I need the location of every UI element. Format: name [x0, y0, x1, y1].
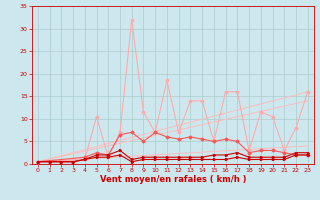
X-axis label: Vent moyen/en rafales ( km/h ): Vent moyen/en rafales ( km/h ) [100, 175, 246, 184]
